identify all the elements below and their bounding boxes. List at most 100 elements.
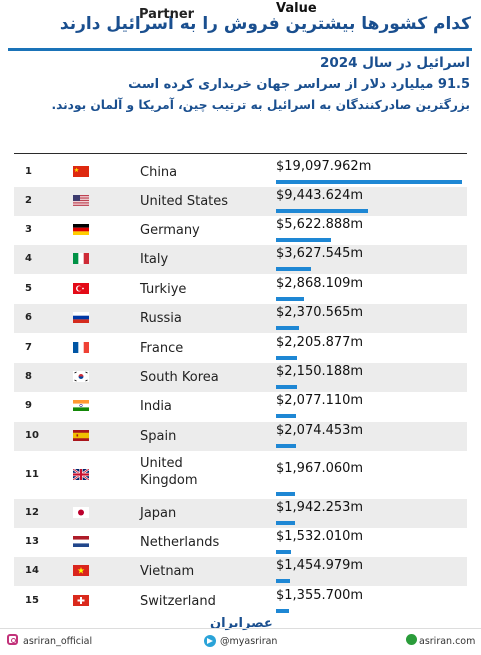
trade-value: $1,967.060m: [276, 461, 364, 476]
intro-line-2: 91.5 میلیارد دلار از سراسر جهان خریداری …: [128, 77, 470, 92]
trade-value: $1,454.979m: [276, 558, 364, 573]
partner-name: Switzerland: [140, 594, 216, 609]
value-bar: [276, 521, 295, 525]
table-row: 10 Spain $2,074.453m: [14, 422, 467, 451]
value-bar: [276, 492, 295, 496]
rank-number: 15: [25, 595, 39, 606]
value-bar: [276, 385, 297, 389]
table-row: 1 China $19,097.962m: [14, 158, 467, 187]
partner-name: United Kingdom: [140, 456, 198, 488]
partner-name: France: [140, 341, 184, 356]
rank-number: 5: [25, 283, 32, 294]
rank-number: 10: [25, 430, 39, 441]
spain-flag-icon: [73, 430, 89, 441]
table-row: 14 Vietnam $1,454.979m: [14, 557, 467, 586]
rank-number: 14: [25, 565, 39, 576]
column-header-partner: Partner: [139, 7, 195, 22]
table-row: 15 Switzerland $1,355.700m: [14, 587, 467, 616]
trade-value: $2,074.453m: [276, 423, 364, 438]
table-row: 12 Japan $1,942.253m: [14, 499, 467, 528]
footer-divider: [0, 628, 481, 629]
table-row: 7 France $2,205.877m: [14, 334, 467, 363]
rank-number: 7: [25, 342, 32, 353]
trade-value: $1,942.253m: [276, 500, 364, 515]
value-bar: [276, 209, 368, 213]
value-bar: [276, 444, 296, 448]
value-bar: [276, 356, 297, 360]
table-row: 9 India $2,077.110m: [14, 392, 467, 421]
footer-telegram: @myasriran: [220, 636, 278, 647]
value-bar: [276, 180, 462, 184]
rank-number: 4: [25, 253, 32, 264]
value-bar: [276, 579, 290, 583]
rank-number: 12: [25, 507, 39, 518]
intro-line-3: بزرگترین صادرکنندگان به اسرائیل به ترتیب…: [51, 98, 470, 112]
partner-name: Germany: [140, 223, 200, 238]
value-bar: [276, 326, 299, 330]
india-flag-icon: [73, 400, 89, 411]
intro-line-1: اسرائیل در سال 2024: [320, 55, 470, 71]
rank-number: 13: [25, 536, 39, 547]
title-divider: [8, 48, 472, 51]
partner-name: India: [140, 399, 172, 414]
trade-value: $1,355.700m: [276, 588, 364, 603]
rank-number: 6: [25, 312, 32, 323]
rank-number: 9: [25, 400, 32, 411]
rank-number: 2: [25, 195, 32, 206]
table-row: 3 Germany $5,622.888m: [14, 216, 467, 245]
table-row: 2 United States $9,443.624m: [14, 187, 467, 216]
rank-number: 8: [25, 371, 32, 382]
trade-value: $9,443.624m: [276, 188, 364, 203]
table-row: 13 Netherlands $1,532.010m: [14, 528, 467, 557]
united-states-flag-icon: [73, 195, 89, 206]
partner-name: Japan: [140, 506, 177, 521]
trade-value: $2,370.565m: [276, 305, 364, 320]
brand-logo: عصرایران: [210, 616, 273, 631]
trade-value: $5,622.888m: [276, 217, 364, 232]
table-row: 11 United Kingdom $1,967.060m: [14, 451, 467, 499]
value-bar: [276, 267, 311, 271]
table-row: 8 South Korea $2,150.188m: [14, 363, 467, 392]
value-bar: [276, 238, 331, 242]
trade-value: $1,532.010m: [276, 529, 364, 544]
rank-number: 3: [25, 224, 32, 235]
footer-instagram: asriran_official: [23, 636, 93, 647]
partner-name: China: [140, 165, 178, 180]
switzerland-flag-icon: [73, 595, 89, 606]
footer-website: asriran.com: [419, 636, 476, 647]
table-row: 5 Turkiye $2,868.109m: [14, 275, 467, 304]
partner-name: United States: [140, 194, 229, 209]
header-divider: [14, 153, 467, 154]
page-title: کدام کشورها بیشترین فروش را به اسرائیل د…: [59, 14, 471, 34]
france-flag-icon: [73, 342, 89, 353]
rank-number: 1: [25, 166, 32, 177]
value-bar: [276, 297, 304, 301]
value-bar: [276, 414, 296, 418]
trade-value: $19,097.962m: [276, 159, 372, 174]
trade-value: $2,868.109m: [276, 276, 364, 291]
trade-value: $3,627.545m: [276, 246, 364, 261]
partner-name: Italy: [140, 252, 169, 267]
trade-value: $2,205.877m: [276, 335, 364, 350]
telegram-icon: [204, 635, 216, 647]
trade-value: $2,150.188m: [276, 364, 364, 379]
rank-number: 11: [25, 469, 39, 480]
table-row: 6 Russia $2,370.565m: [14, 304, 467, 333]
instagram-icon: [7, 634, 18, 645]
partner-name: Netherlands: [140, 535, 220, 550]
netherlands-flag-icon: [73, 536, 89, 547]
partner-name: Vietnam: [140, 564, 195, 579]
column-header-value: Value: [276, 1, 317, 16]
japan-flag-icon: [73, 507, 89, 518]
russia-flag-icon: [73, 312, 89, 323]
value-bar: [276, 550, 291, 554]
turkiye-flag-icon: [73, 283, 89, 294]
china-flag-icon: [73, 166, 89, 177]
value-bar: [276, 609, 289, 613]
partner-name: Spain: [140, 429, 177, 444]
partner-name: South Korea: [140, 370, 219, 385]
partner-name: Russia: [140, 311, 182, 326]
website-icon: [406, 634, 417, 645]
vietnam-flag-icon: [73, 565, 89, 576]
